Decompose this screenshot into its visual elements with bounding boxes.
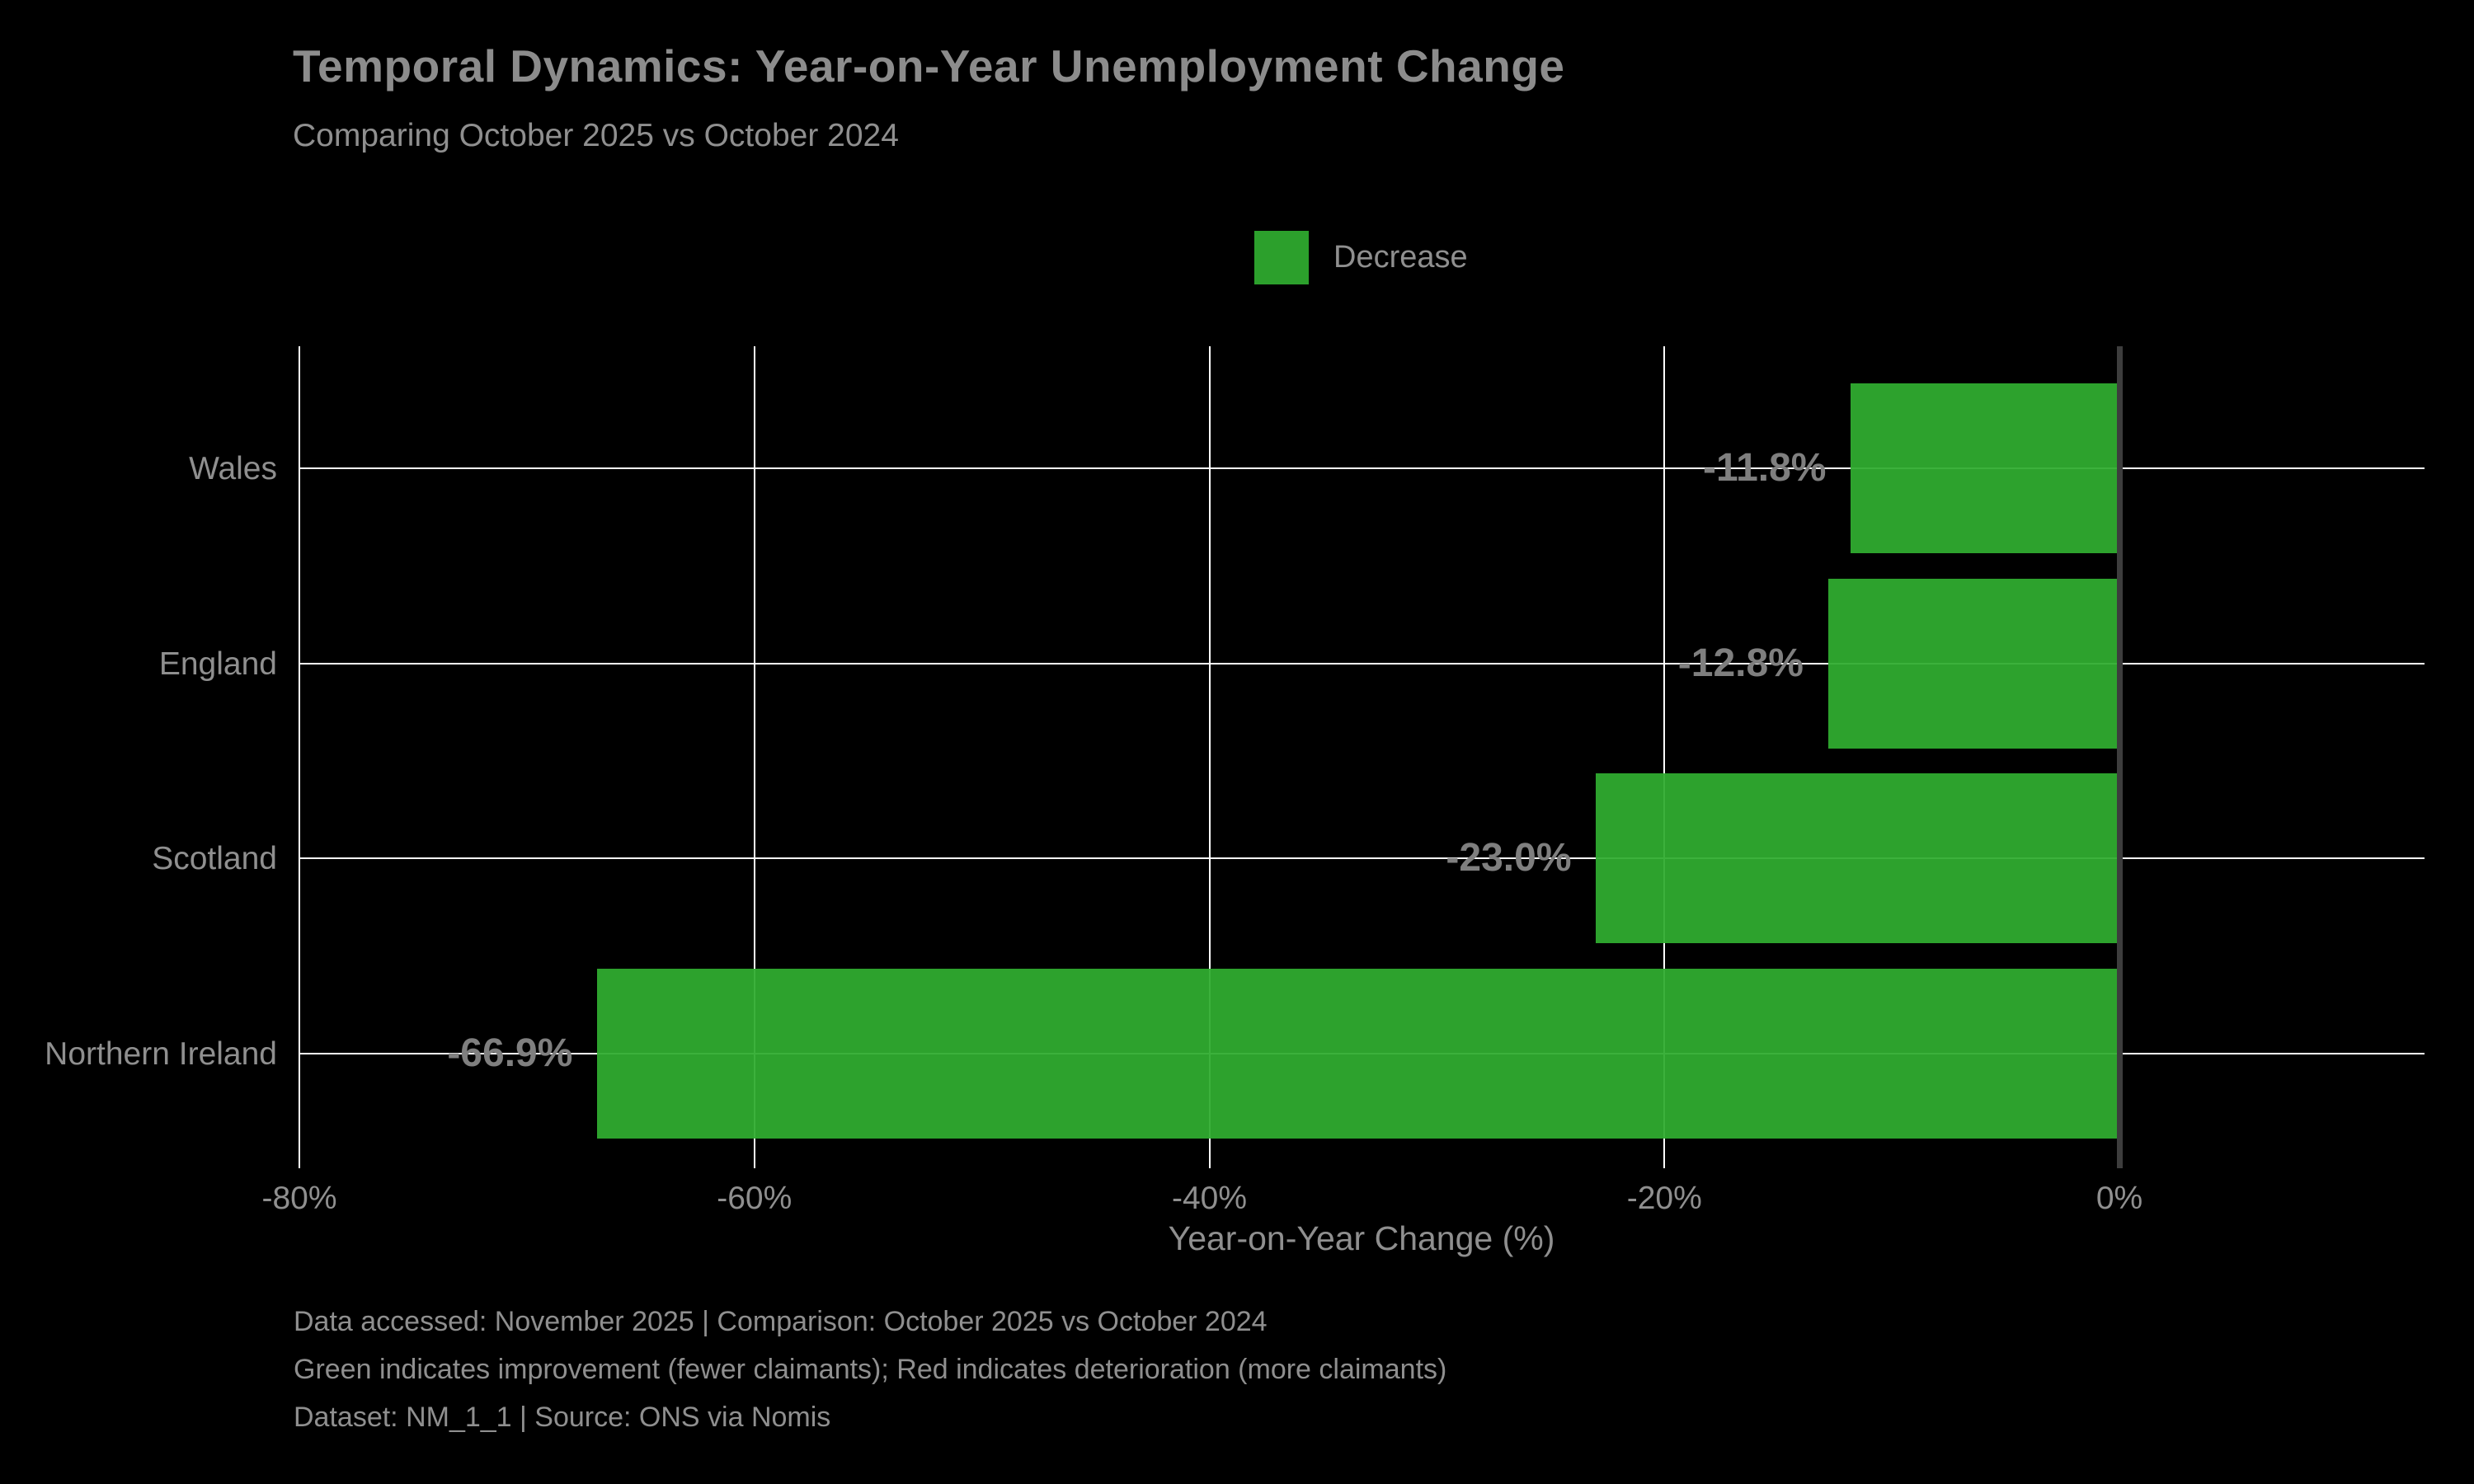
zero-axis-spine <box>2116 346 2123 1168</box>
legend-swatch-decrease <box>1254 231 1309 284</box>
legend-label: Decrease <box>1333 240 1468 275</box>
v-gridline <box>1663 346 1666 1168</box>
bar-value-label: -11.8% <box>1703 446 1827 490</box>
bar-scotland <box>1596 773 2119 943</box>
chart-title: Temporal Dynamics: Year-on-Year Unemploy… <box>293 40 1565 92</box>
category-label-england: England <box>158 646 277 682</box>
category-label-northern-ireland: Northern Ireland <box>45 1036 277 1072</box>
category-label-scotland: Scotland <box>152 841 277 876</box>
v-gridline <box>753 346 755 1168</box>
bar-northern-ireland <box>597 968 2119 1139</box>
footer-line-2: Green indicates improvement (fewer claim… <box>294 1354 1447 1385</box>
chart-subtitle: Comparing October 2025 vs October 2024 <box>293 118 899 153</box>
x-tick-label: -60% <box>717 1181 793 1216</box>
bar-wales <box>1851 383 2119 553</box>
x-tick-label: -40% <box>1171 1181 1248 1216</box>
bar-value-label: -66.9% <box>447 1031 573 1075</box>
bar-england <box>1827 578 2119 749</box>
v-gridline <box>299 346 300 1168</box>
legend: Decrease <box>1254 231 1468 284</box>
h-gridline <box>299 857 2425 859</box>
category-label-wales: Wales <box>189 451 277 486</box>
x-tick-label: -20% <box>1626 1181 1702 1216</box>
plot-area: -11.8% -12.8% -23.0% -66.9% <box>299 346 2425 1168</box>
footer-line-3: Dataset: NM_1_1 | Source: ONS via Nomis <box>294 1402 831 1433</box>
x-tick-label: 0% <box>2095 1181 2143 1216</box>
bar-value-label: -23.0% <box>1446 836 1572 880</box>
v-gridline <box>1208 346 1211 1168</box>
footer-line-1: Data accessed: November 2025 | Compariso… <box>294 1306 1268 1337</box>
h-gridline <box>299 662 2425 665</box>
x-axis-label: Year-on-Year Change (%) <box>1168 1219 1555 1257</box>
h-gridline <box>299 467 2425 469</box>
x-tick-label: -80% <box>261 1181 337 1216</box>
bar-value-label: -12.8% <box>1677 641 1804 685</box>
